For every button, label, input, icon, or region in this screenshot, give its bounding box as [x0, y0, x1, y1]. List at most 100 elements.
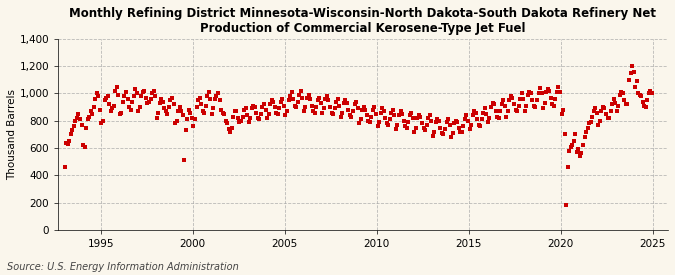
Point: [566, 144, 576, 149]
Point: [134, 105, 145, 109]
Point: [371, 112, 381, 116]
Point: [180, 128, 191, 133]
Point: [90, 97, 101, 101]
Point: [237, 114, 248, 119]
Point: [325, 105, 335, 109]
Point: [138, 90, 148, 94]
Point: [589, 109, 599, 113]
Point: [251, 110, 262, 115]
Point: [452, 120, 462, 124]
Point: [634, 93, 645, 97]
Point: [597, 105, 608, 109]
Point: [473, 123, 484, 127]
Point: [292, 99, 303, 104]
Point: [291, 105, 302, 109]
Point: [333, 103, 344, 108]
Point: [630, 84, 641, 89]
Point: [315, 101, 326, 105]
Point: [115, 112, 126, 116]
Point: [438, 132, 449, 136]
Point: [612, 109, 622, 113]
Point: [352, 106, 363, 111]
Point: [415, 114, 426, 119]
Point: [515, 97, 526, 101]
Point: [117, 99, 128, 104]
Point: [179, 158, 190, 163]
Point: [397, 112, 408, 116]
Point: [281, 109, 292, 113]
Point: [647, 91, 657, 96]
Point: [284, 98, 294, 103]
Point: [583, 125, 593, 130]
Point: [173, 109, 184, 113]
Point: [182, 117, 193, 122]
Point: [570, 132, 580, 136]
Point: [433, 119, 444, 123]
Point: [585, 120, 596, 124]
Point: [545, 95, 556, 100]
Point: [580, 130, 591, 134]
Point: [355, 117, 366, 122]
Point: [269, 105, 280, 109]
Point: [487, 101, 498, 105]
Point: [310, 105, 321, 109]
Point: [601, 112, 612, 116]
Point: [595, 119, 605, 123]
Point: [67, 128, 78, 133]
Point: [553, 84, 564, 89]
Point: [564, 148, 574, 153]
Point: [616, 90, 627, 94]
Point: [174, 105, 185, 109]
Point: [220, 119, 231, 123]
Point: [496, 102, 507, 106]
Point: [377, 106, 387, 111]
Point: [267, 98, 277, 103]
Point: [257, 105, 268, 109]
Point: [386, 110, 397, 115]
Point: [625, 71, 636, 75]
Point: [219, 112, 230, 116]
Point: [349, 102, 360, 106]
Point: [645, 89, 656, 93]
Point: [309, 110, 320, 115]
Point: [444, 123, 455, 127]
Point: [562, 165, 573, 169]
Point: [427, 133, 438, 138]
Point: [633, 91, 644, 96]
Point: [194, 95, 205, 100]
Point: [245, 116, 256, 120]
Point: [538, 106, 549, 111]
Point: [466, 123, 477, 127]
Point: [110, 89, 121, 93]
Point: [425, 113, 435, 117]
Point: [441, 120, 452, 124]
Point: [102, 94, 113, 98]
Point: [579, 135, 590, 139]
Point: [421, 123, 432, 127]
Point: [302, 95, 313, 100]
Point: [501, 114, 512, 119]
Point: [273, 112, 284, 116]
Point: [350, 99, 361, 104]
Point: [331, 99, 342, 104]
Point: [631, 79, 642, 83]
Point: [642, 98, 653, 103]
Point: [256, 112, 267, 116]
Point: [343, 108, 354, 112]
Point: [200, 103, 211, 108]
Point: [510, 108, 521, 112]
Point: [506, 94, 516, 98]
Point: [59, 165, 70, 169]
Point: [151, 116, 162, 120]
Point: [618, 91, 628, 96]
Point: [524, 90, 535, 94]
Point: [297, 95, 308, 100]
Point: [542, 87, 553, 92]
Point: [404, 113, 415, 117]
Point: [296, 89, 306, 93]
Point: [78, 143, 88, 147]
Point: [335, 114, 346, 119]
Point: [400, 124, 410, 128]
Point: [252, 116, 263, 120]
Point: [178, 113, 188, 117]
